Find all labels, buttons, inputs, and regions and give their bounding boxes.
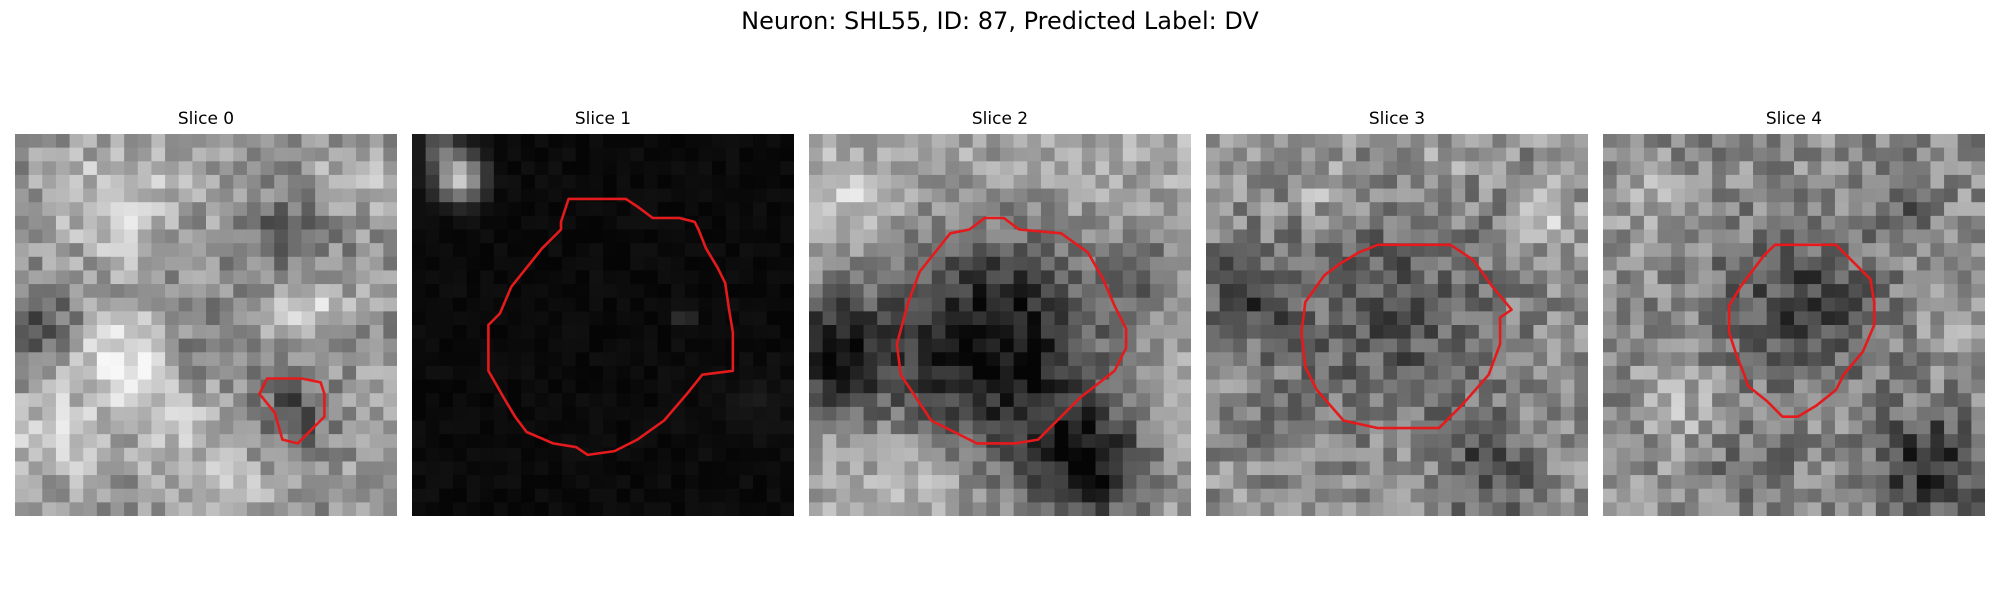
slice-image xyxy=(1603,134,1985,516)
pixel-grid xyxy=(1603,134,1985,516)
pixel-grid xyxy=(1206,134,1588,516)
panel-slice-2: Slice 2 xyxy=(809,108,1191,528)
panel-title: Slice 2 xyxy=(971,109,1029,129)
roi-contour xyxy=(895,216,1128,445)
panel-title: Slice 1 xyxy=(574,109,632,129)
pixel-grid xyxy=(809,134,1191,516)
panel-slice-3: Slice 3 xyxy=(1206,108,1588,528)
panel-title: Slice 0 xyxy=(177,109,235,129)
slice-image xyxy=(15,134,397,516)
roi-contour xyxy=(487,197,735,457)
roi-contour xyxy=(1300,243,1513,430)
roi-contour xyxy=(258,377,326,445)
pixel-grid xyxy=(15,134,397,516)
slice-image xyxy=(412,134,794,516)
panel-slice-4: Slice 4 xyxy=(1603,108,1985,528)
panel-slice-0: Slice 0 xyxy=(15,108,397,528)
panel-slice-1: Slice 1 xyxy=(412,108,794,528)
figure-title: Neuron: SHL55, ID: 87, Predicted Label: … xyxy=(741,7,1259,35)
roi-contour xyxy=(1727,243,1876,419)
panel-title: Slice 3 xyxy=(1368,109,1426,129)
slice-image xyxy=(809,134,1191,516)
slice-image xyxy=(1206,134,1588,516)
pixel-grid xyxy=(412,134,794,516)
panel-title: Slice 4 xyxy=(1765,109,1823,129)
